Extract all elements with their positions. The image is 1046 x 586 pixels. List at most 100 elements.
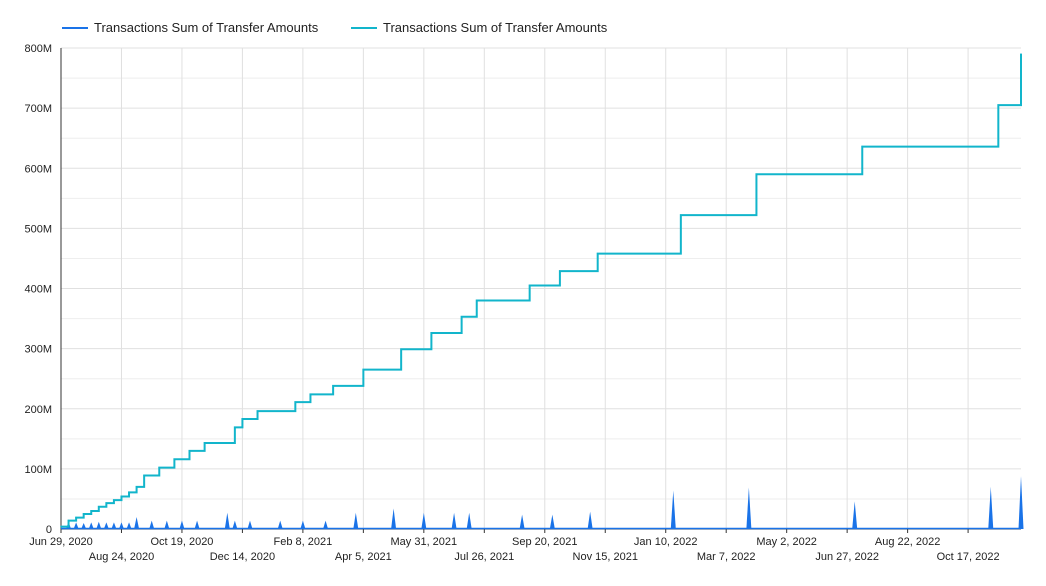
step-point bbox=[528, 284, 531, 287]
spike-mark bbox=[988, 486, 994, 529]
spike-mark bbox=[111, 522, 117, 529]
series-line bbox=[61, 54, 1022, 528]
spike-mark bbox=[466, 512, 472, 529]
spike-mark bbox=[81, 522, 87, 529]
x-tick-label: May 31, 2021 bbox=[391, 536, 458, 548]
y-axis: 0 100M 200M 300M 400M 500M 600M 700M 800M bbox=[24, 43, 62, 536]
step-point bbox=[559, 270, 561, 272]
step-point bbox=[97, 505, 100, 508]
spike-mark bbox=[391, 508, 397, 529]
step-point bbox=[82, 513, 85, 515]
spike-mark bbox=[103, 522, 109, 529]
x-tick-label: Aug 22, 2022 bbox=[875, 536, 940, 548]
spike-mark bbox=[96, 521, 102, 529]
step-point bbox=[596, 252, 599, 255]
x-tick-label: Mar 7, 2022 bbox=[697, 551, 756, 563]
step-point bbox=[188, 450, 191, 452]
spike-mark bbox=[670, 490, 676, 529]
spike-mark bbox=[194, 520, 200, 529]
x-tick-label: Jul 26, 2021 bbox=[454, 551, 514, 563]
spike-mark bbox=[179, 520, 185, 529]
x-tick-label: Jun 29, 2020 bbox=[29, 536, 93, 548]
x-tick-label: Oct 17, 2022 bbox=[937, 551, 1000, 563]
step-point bbox=[113, 499, 115, 501]
step-point bbox=[309, 393, 312, 396]
step-point bbox=[1020, 53, 1022, 55]
step-point bbox=[120, 495, 123, 498]
step-point bbox=[158, 466, 161, 469]
x-tick-label: Apr 5, 2021 bbox=[335, 551, 392, 563]
spike-mark bbox=[277, 520, 283, 529]
series-group bbox=[60, 53, 1024, 530]
y-tick-label: 500M bbox=[24, 223, 52, 235]
spike-mark bbox=[323, 520, 329, 529]
step-point bbox=[128, 491, 130, 494]
series-spikes bbox=[61, 476, 1024, 530]
legend-label: Transactions Sum of Transfer Amounts bbox=[383, 20, 608, 35]
step-point bbox=[362, 368, 365, 371]
step-point bbox=[256, 410, 259, 412]
spike-mark bbox=[451, 512, 457, 529]
step-point bbox=[135, 486, 138, 488]
step-point bbox=[475, 299, 478, 302]
x-tick-label: Dec 14, 2020 bbox=[210, 551, 275, 563]
x-tick-label: Feb 8, 2021 bbox=[274, 536, 333, 548]
spike-mark bbox=[224, 512, 230, 529]
y-tick-label: 300M bbox=[24, 344, 52, 356]
step-point bbox=[75, 516, 77, 519]
y-tick-label: 100M bbox=[24, 464, 52, 476]
spike-mark bbox=[852, 501, 858, 529]
spike-mark bbox=[149, 520, 155, 529]
spike-mark bbox=[232, 520, 238, 529]
spike-mark bbox=[134, 516, 140, 529]
step-point bbox=[460, 315, 463, 318]
step-point bbox=[143, 474, 145, 477]
y-tick-label: 0 bbox=[46, 524, 52, 536]
step-point bbox=[332, 385, 334, 387]
spike-mark bbox=[300, 520, 306, 529]
step-point bbox=[997, 104, 1000, 106]
spike-mark bbox=[1018, 476, 1024, 529]
grid bbox=[61, 47, 1021, 529]
x-tick-label: Aug 24, 2020 bbox=[89, 551, 154, 563]
legend-label: Transactions Sum of Transfer Amounts bbox=[94, 20, 319, 35]
spike-mark bbox=[353, 512, 359, 529]
x-tick-label: Jan 10, 2022 bbox=[634, 536, 698, 548]
x-tick-label: Sep 20, 2021 bbox=[512, 536, 577, 548]
step-point bbox=[241, 418, 244, 420]
spike-mark bbox=[164, 520, 170, 529]
spike-mark bbox=[587, 511, 593, 529]
spike-mark bbox=[421, 512, 427, 529]
spike-mark bbox=[118, 522, 124, 529]
step-point bbox=[861, 145, 864, 148]
x-tick-label: Oct 19, 2020 bbox=[150, 536, 213, 548]
spike-mark bbox=[746, 487, 752, 529]
step-point bbox=[203, 442, 206, 444]
step-point bbox=[90, 510, 93, 512]
step-point bbox=[67, 519, 70, 522]
step-point bbox=[755, 173, 758, 176]
step-point bbox=[400, 348, 402, 351]
y-tick-label: 400M bbox=[24, 284, 52, 296]
step-point bbox=[173, 458, 176, 461]
step-point bbox=[60, 525, 62, 528]
x-axis: Jun 29, 2020 Aug 24, 2020 Oct 19, 2020 Dec … bbox=[29, 528, 1021, 563]
spike-mark bbox=[549, 514, 555, 529]
spike-mark bbox=[519, 514, 525, 529]
y-tick-label: 700M bbox=[24, 103, 52, 115]
y-tick-label: 600M bbox=[24, 163, 52, 175]
spike-mark bbox=[247, 520, 253, 529]
x-tick-label: May 2, 2022 bbox=[756, 536, 817, 548]
spike-mark bbox=[73, 522, 79, 529]
step-point bbox=[105, 502, 108, 504]
step-point bbox=[294, 401, 297, 403]
step-point bbox=[430, 332, 433, 334]
y-tick-label: 200M bbox=[24, 404, 52, 416]
y-tick-label: 800M bbox=[24, 43, 52, 55]
spike-mark bbox=[88, 522, 94, 529]
x-tick-label: Jun 27, 2022 bbox=[815, 551, 879, 563]
spike-mark bbox=[126, 522, 132, 529]
step-point bbox=[680, 214, 682, 216]
